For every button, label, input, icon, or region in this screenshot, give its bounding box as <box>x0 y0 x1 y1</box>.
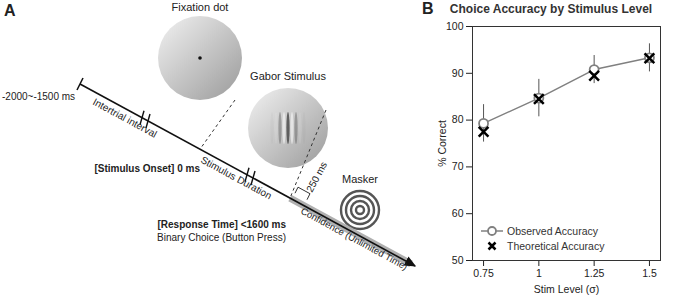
svg-text:Intertrial interval: Intertrial interval <box>91 96 159 140</box>
svg-text:-2000~-1500 ms: -2000~-1500 ms <box>2 91 75 102</box>
svg-text:250 ms: 250 ms <box>304 160 329 194</box>
svg-text:Gabor Stimulus: Gabor Stimulus <box>250 70 326 82</box>
svg-text:Stim Level (σ): Stim Level (σ) <box>534 283 599 295</box>
html-text:Theoretical Accuracy: Theoretical Accuracy <box>507 239 605 252</box>
svg-text:100: 100 <box>446 20 464 32</box>
svg-text:[Stimulus Onset] 0 ms: [Stimulus Onset] 0 ms <box>94 163 200 174</box>
svg-text:% Correct: % Correct <box>436 120 448 167</box>
svg-text:70: 70 <box>452 160 464 172</box>
svg-text:A: A <box>4 2 16 19</box>
svg-text:Confidence (Unlimited Time): Confidence (Unlimited Time) <box>299 205 410 272</box>
svg-text:50: 50 <box>452 254 464 266</box>
svg-text:Stimulus Duration: Stimulus Duration <box>199 154 274 201</box>
svg-text:1.25: 1.25 <box>584 267 605 279</box>
html-text:B: B <box>422 0 434 17</box>
svg-text:0.75: 0.75 <box>473 267 494 279</box>
html-text:Choice Accuracy by Stimulus Le: Choice Accuracy by Stimulus Level <box>449 2 653 16</box>
svg-text:60: 60 <box>452 207 464 219</box>
html-text:Observed Accuracy: Observed Accuracy <box>507 224 598 237</box>
svg-text:Masker: Masker <box>342 173 378 185</box>
svg-text:1: 1 <box>536 267 542 279</box>
svg-text:80: 80 <box>452 113 464 125</box>
svg-text:[Response Time] <1600 ms: [Response Time] <1600 ms <box>158 219 287 230</box>
svg-text:1.5: 1.5 <box>642 267 657 279</box>
svg-text:Fixation dot: Fixation dot <box>172 1 229 13</box>
svg-text:Binary Choice (Button Press): Binary Choice (Button Press) <box>157 232 286 243</box>
svg-text:90: 90 <box>452 67 464 79</box>
